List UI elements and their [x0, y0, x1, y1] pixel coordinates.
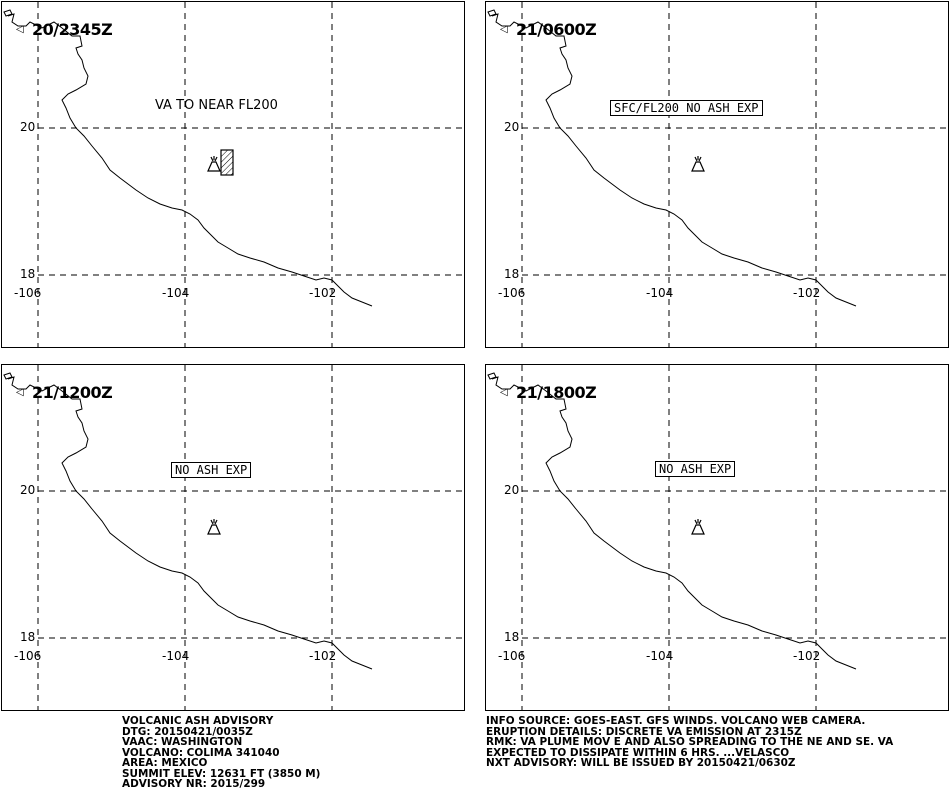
- volcano-icon: [691, 156, 705, 172]
- island: [3, 372, 13, 380]
- coastline: [7, 13, 373, 307]
- advisory-info-right: INFO SOURCE: GOES-EAST. GFS WINDS. VOLCA…: [486, 714, 915, 769]
- forecast-label: VA TO NEAR FL200: [155, 98, 278, 113]
- panel-time: 21/0600Z: [516, 20, 597, 39]
- advisory-line: DTG: 20150421/0035Z: [122, 724, 253, 738]
- map-panel-4: ◁ 21/1800Z 20 18 -106 -104 -102 NO ASH E…: [485, 364, 949, 711]
- volcano-icon: [691, 519, 705, 535]
- map-canvas: [3, 365, 464, 710]
- lon-label-106: -106: [498, 286, 526, 300]
- lat-label-20: 20: [504, 483, 520, 497]
- advisory-line: NXT ADVISORY: WILL BE ISSUED BY 20150421…: [486, 756, 796, 769]
- panel-time: 21/1200Z: [32, 383, 113, 402]
- volcano-icon: [207, 156, 221, 172]
- volcano-marker-small-icon: ◁: [16, 387, 24, 398]
- forecast-label: NO ASH EXP: [655, 461, 736, 477]
- ash-area: [220, 149, 234, 176]
- coastline: [491, 376, 857, 670]
- advisory-line: EXPECTED TO DISSIPATE WITHIN 6 HRS. ...V…: [486, 745, 790, 759]
- lat-label-18: 18: [504, 630, 520, 644]
- lon-label-106: -106: [14, 649, 42, 663]
- map-canvas: [487, 2, 948, 347]
- lon-label-104: -104: [162, 286, 190, 300]
- volcano-marker-small-icon: ◁: [16, 24, 24, 35]
- lon-label-102: -102: [793, 286, 821, 300]
- lon-label-104: -104: [646, 649, 674, 663]
- panel-time: 21/1800Z: [516, 383, 597, 402]
- advisory-line: VOLCANIC ASH ADVISORY: [122, 714, 274, 727]
- lon-label-104: -104: [162, 649, 190, 663]
- map-panel-2: ◁ 21/0600Z 20 18 -106 -104 -102 SFC/FL20…: [485, 1, 949, 348]
- advisory-line: VOLCANO: COLIMA 341040: [122, 745, 280, 759]
- forecast-label: SFC/FL200 NO ASH EXP: [610, 100, 763, 116]
- advisory-info-left: VOLCANIC ASH ADVISORY DTG: 20150421/0035…: [122, 714, 331, 790]
- map-canvas: [487, 365, 948, 710]
- island: [487, 9, 497, 17]
- lon-label-102: -102: [793, 649, 821, 663]
- lat-label-18: 18: [20, 267, 36, 281]
- map-panel-1: ◁ 20/2345Z 20 18 -106 -104 -102 VA TO NE…: [1, 1, 465, 348]
- advisory-line: INFO SOURCE: GOES-EAST. GFS WINDS. VOLCA…: [486, 714, 866, 727]
- lon-label-102: -102: [309, 649, 337, 663]
- coastline: [491, 13, 857, 307]
- lat-label-18: 18: [504, 267, 520, 281]
- advisory-line: VAAC: WASHINGTON: [122, 735, 243, 748]
- map-canvas: [3, 2, 464, 347]
- lat-label-20: 20: [20, 120, 36, 134]
- advisory-line: ERUPTION DETAILS: DISCRETE VA EMISSION A…: [486, 724, 802, 738]
- lat-label-20: 20: [20, 483, 36, 497]
- volcano-marker-small-icon: ◁: [500, 24, 508, 35]
- island: [3, 9, 13, 17]
- coastline: [7, 376, 373, 670]
- lat-label-18: 18: [20, 630, 36, 644]
- lat-label-20: 20: [504, 120, 520, 134]
- island: [487, 372, 497, 380]
- lon-label-106: -106: [498, 649, 526, 663]
- advisory-line: AREA: MEXICO: [122, 756, 208, 769]
- lon-label-102: -102: [309, 286, 337, 300]
- map-panel-3: ◁ 21/1200Z 20 18 -106 -104 -102 NO ASH E…: [1, 364, 465, 711]
- volcano-icon: [207, 519, 221, 535]
- volcano-marker-small-icon: ◁: [500, 387, 508, 398]
- advisory-line: ADVISORY NR: 2015/299: [122, 777, 266, 790]
- panel-time: 20/2345Z: [32, 20, 113, 39]
- forecast-label: NO ASH EXP: [171, 462, 252, 478]
- lon-label-104: -104: [646, 286, 674, 300]
- advisory-line: SUMMIT ELEV: 12631 FT (3850 M): [122, 766, 321, 780]
- advisory-line: RMK: VA PLUME MOV E AND ALSO SPREADING T…: [486, 735, 894, 748]
- lon-label-106: -106: [14, 286, 42, 300]
